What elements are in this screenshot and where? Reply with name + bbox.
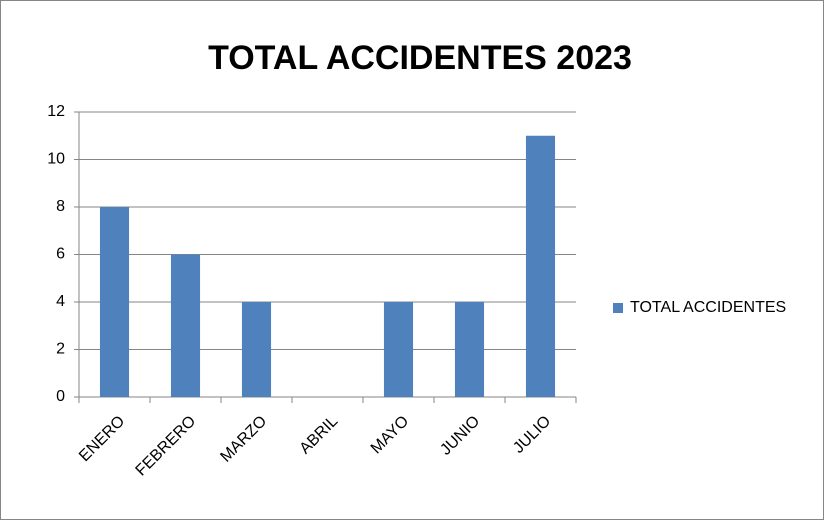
legend-swatch — [613, 303, 623, 313]
bar — [454, 302, 485, 397]
y-tick-label: 4 — [56, 293, 65, 310]
bar — [383, 302, 414, 397]
y-tick-label: 6 — [56, 246, 65, 263]
y-tick-label: 2 — [56, 341, 65, 358]
y-tick-label: 8 — [56, 198, 65, 215]
bar — [241, 302, 272, 397]
chart-title: TOTAL ACCIDENTES 2023 — [208, 39, 632, 77]
y-tick-label: 0 — [56, 388, 65, 405]
bar — [99, 207, 130, 397]
bar — [525, 135, 556, 397]
y-tick-label: 12 — [47, 103, 65, 120]
y-tick-label: 10 — [47, 151, 65, 168]
legend-label: TOTAL ACCIDENTES — [630, 299, 786, 316]
bar — [170, 254, 201, 397]
